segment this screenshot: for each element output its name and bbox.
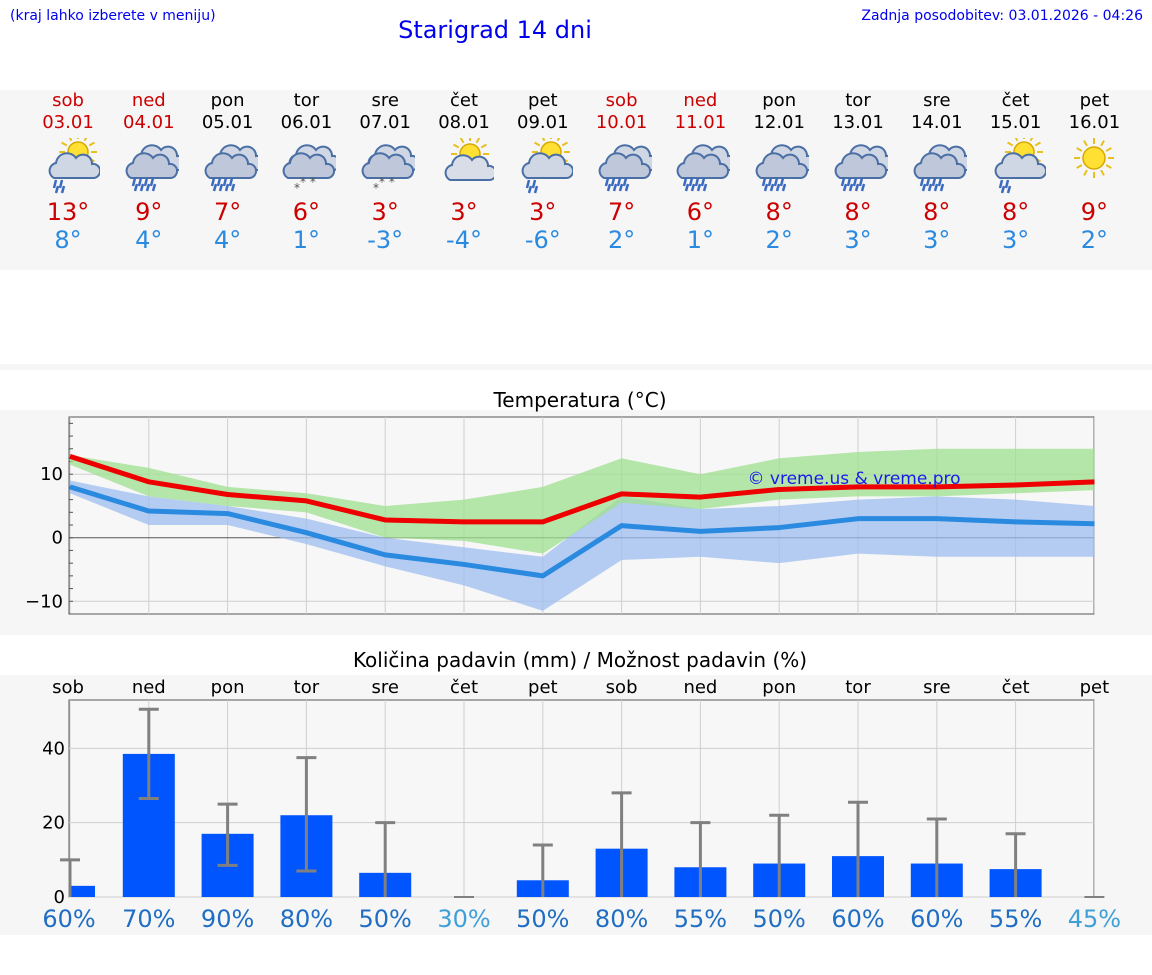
day-date: 05.01 (201, 112, 254, 133)
heavy-rain-cloud-icon (119, 138, 186, 198)
svg-text:* *: * * (300, 175, 316, 189)
day-name: tor (845, 90, 871, 111)
day-max-temp: 7° (213, 198, 242, 226)
day-date: 04.01 (123, 112, 175, 133)
partly-sunny-rain-icon (513, 133, 574, 198)
day-min-temp: 1° (686, 226, 715, 254)
day-date: 11.01 (674, 112, 727, 133)
day-date: 13.01 (832, 112, 884, 133)
day-date: 07.01 (359, 112, 411, 133)
day-name: pon (762, 90, 797, 111)
heavy-rain-cloud-icon (828, 138, 896, 198)
day-date: 08.01 (438, 112, 490, 133)
day-date: 06.01 (280, 112, 333, 133)
day-max-temp: 9° (135, 198, 163, 226)
svg-text:*: * (294, 181, 300, 195)
day-min-temp: -6° (524, 226, 561, 254)
day-max-temp: 8° (765, 198, 793, 226)
day-name: pet (1079, 90, 1110, 111)
day-min-temp: 4° (213, 226, 242, 254)
day-min-temp: 2° (607, 226, 636, 254)
snow-cloud-icon: * * * (276, 138, 342, 198)
day-name: sob (605, 90, 638, 111)
page-title: Starigrad 14 dni (398, 16, 592, 44)
day-max-temp: 13° (46, 198, 90, 226)
svg-text:* *: * * (379, 175, 395, 189)
day-max-temp: 9° (1080, 198, 1109, 226)
day-max-temp: 6° (686, 198, 715, 226)
day-min-temp: 2° (1080, 226, 1109, 254)
day-max-temp: 8° (923, 198, 951, 226)
day-max-temp: 6° (292, 198, 321, 226)
partly-sunny-rain-icon (986, 133, 1047, 198)
day-name: čet (449, 90, 479, 111)
partly-sunny-rain-icon (40, 133, 102, 198)
day-name: čet (1001, 90, 1030, 111)
day-max-temp: 3° (529, 198, 557, 226)
heavy-rain-cloud-icon (907, 138, 974, 198)
day-date: 09.01 (517, 112, 569, 133)
day-date: 12.01 (753, 112, 805, 133)
day-date: 14.01 (911, 112, 963, 133)
day-min-temp: 3° (844, 226, 872, 254)
day-max-temp: 3° (450, 198, 478, 226)
day-min-temp: 2° (765, 226, 793, 254)
day-name: sre (923, 90, 951, 111)
partly-sunny-icon (434, 135, 498, 198)
day-min-temp: -3° (367, 226, 404, 254)
day-name: pet (528, 90, 558, 111)
day-min-temp: 3° (923, 226, 951, 254)
heavy-rain-cloud-icon (198, 138, 265, 198)
separator-band (0, 364, 1152, 370)
day-date: 16.01 (1068, 112, 1121, 133)
temperature-band (0, 410, 1152, 635)
day-max-temp: 8° (1001, 198, 1030, 226)
snow-cloud-icon: * * * (355, 138, 421, 198)
day-min-temp: -4° (446, 226, 482, 254)
day-max-temp: 3° (371, 198, 399, 226)
forecast-band (0, 90, 1152, 270)
day-min-temp: 3° (1001, 226, 1030, 254)
heavy-rain-cloud-icon (749, 138, 817, 198)
heavy-rain-cloud-icon (592, 138, 659, 198)
day-name: sob (52, 90, 84, 111)
day-max-temp: 8° (844, 198, 872, 226)
day-date: 10.01 (595, 112, 648, 133)
day-name: sre (371, 90, 399, 111)
day-max-temp: 7° (607, 198, 636, 226)
day-name: pon (210, 90, 245, 111)
header-hint[interactable]: (kraj lahko izberete v meniju) (10, 8, 216, 24)
day-name: ned (683, 90, 718, 111)
day-date: 15.01 (989, 112, 1042, 133)
day-min-temp: 1° (292, 226, 321, 254)
day-min-temp: 4° (135, 226, 163, 254)
heavy-rain-cloud-icon (670, 138, 738, 198)
sun-icon (1064, 138, 1124, 198)
day-date: 03.01 (42, 112, 94, 133)
precipitation-title: Količina padavin (mm) / Možnost padavin … (352, 648, 808, 672)
temperature-title: Temperatura (°C) (493, 388, 667, 412)
day-name: ned (131, 90, 166, 111)
last-updated: Zadnja posodobitev: 03.01.2026 - 04:26 (861, 8, 1143, 24)
svg-text:*: * (373, 181, 379, 195)
precipitation-band (0, 675, 1152, 935)
day-name: tor (293, 90, 320, 111)
day-min-temp: 8° (54, 226, 82, 254)
